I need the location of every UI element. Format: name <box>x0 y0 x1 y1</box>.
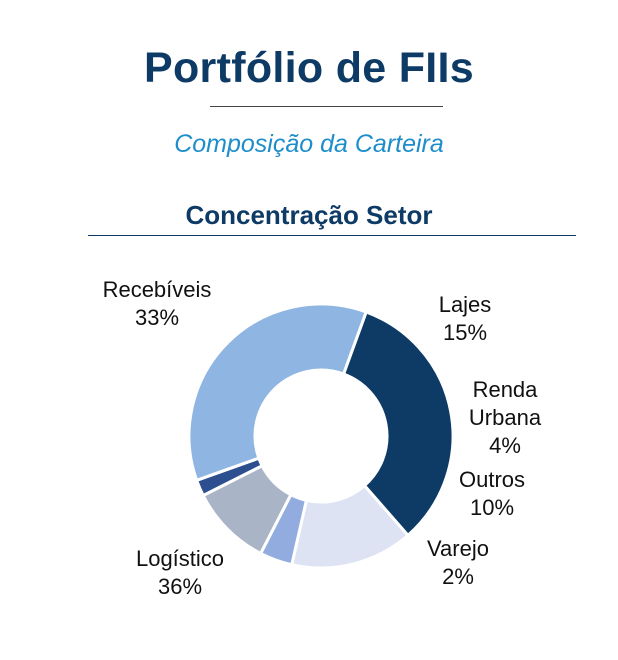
data-label-logistico: Logístico 36% <box>136 546 224 599</box>
title-divider <box>210 106 443 107</box>
slice-logistico <box>187 302 369 483</box>
slice-recebiveis <box>341 310 455 538</box>
data-label-renda-urbana: Renda Urbana 4% <box>469 377 542 458</box>
data-label-recebiveis: Recebíveis 33% <box>103 277 212 330</box>
section-divider <box>88 235 576 236</box>
data-label-varejo: Varejo 2% <box>427 536 489 589</box>
donut-labels: Recebíveis 33% Lajes 15% Renda Urbana 4% Outros… <box>103 277 542 599</box>
page-title: Portfólio de FIIs <box>144 44 474 92</box>
data-label-lajes: Lajes 15% <box>439 292 492 345</box>
data-label-outros: Outros 10% <box>459 467 525 520</box>
chart-title: Concentração Setor <box>185 200 433 230</box>
page-subtitle: Composição da Carteira <box>174 130 444 158</box>
donut-slices <box>187 302 455 570</box>
